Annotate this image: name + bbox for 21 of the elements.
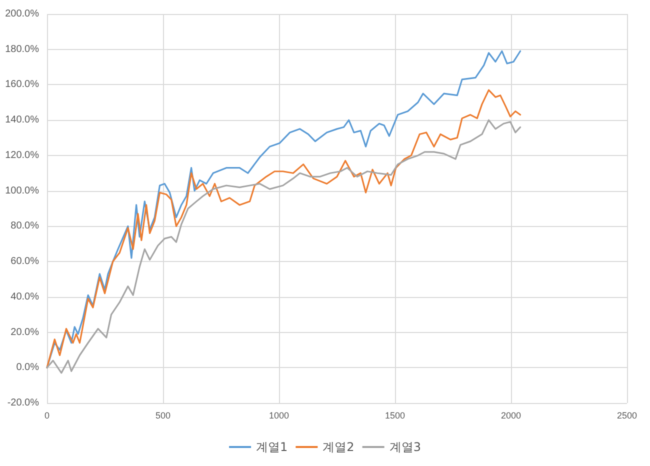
x-tick-label: 2500: [616, 410, 638, 420]
y-tick-label: 120.0%: [5, 150, 40, 161]
legend-label: 계열1: [256, 440, 288, 454]
y-tick-label: 100.0%: [5, 185, 40, 196]
y-tick-label: 80.0%: [10, 220, 40, 232]
x-tick-label: 1500: [384, 410, 406, 420]
x-tick-label: 0: [44, 410, 50, 420]
y-tick-label: 40.0%: [10, 291, 40, 302]
legend-label: 계열3: [389, 440, 421, 454]
legend-label: 계열2: [322, 440, 354, 454]
y-tick-label: 20.0%: [10, 326, 40, 338]
y-tick-label: 180.0%: [5, 44, 40, 55]
x-tick-label: 1000: [268, 410, 290, 420]
x-tick-label: 500: [155, 410, 171, 420]
y-tick-label: 0.0%: [16, 362, 40, 374]
y-tick-label: 200.0%: [5, 8, 40, 20]
y-tick-label: 140.0%: [5, 114, 40, 126]
y-tick-label: 60.0%: [10, 256, 40, 268]
y-tick-label: -20.0%: [7, 398, 40, 408]
y-tick-label: 160.0%: [5, 79, 40, 90]
x-tick-label: 2000: [500, 410, 522, 420]
